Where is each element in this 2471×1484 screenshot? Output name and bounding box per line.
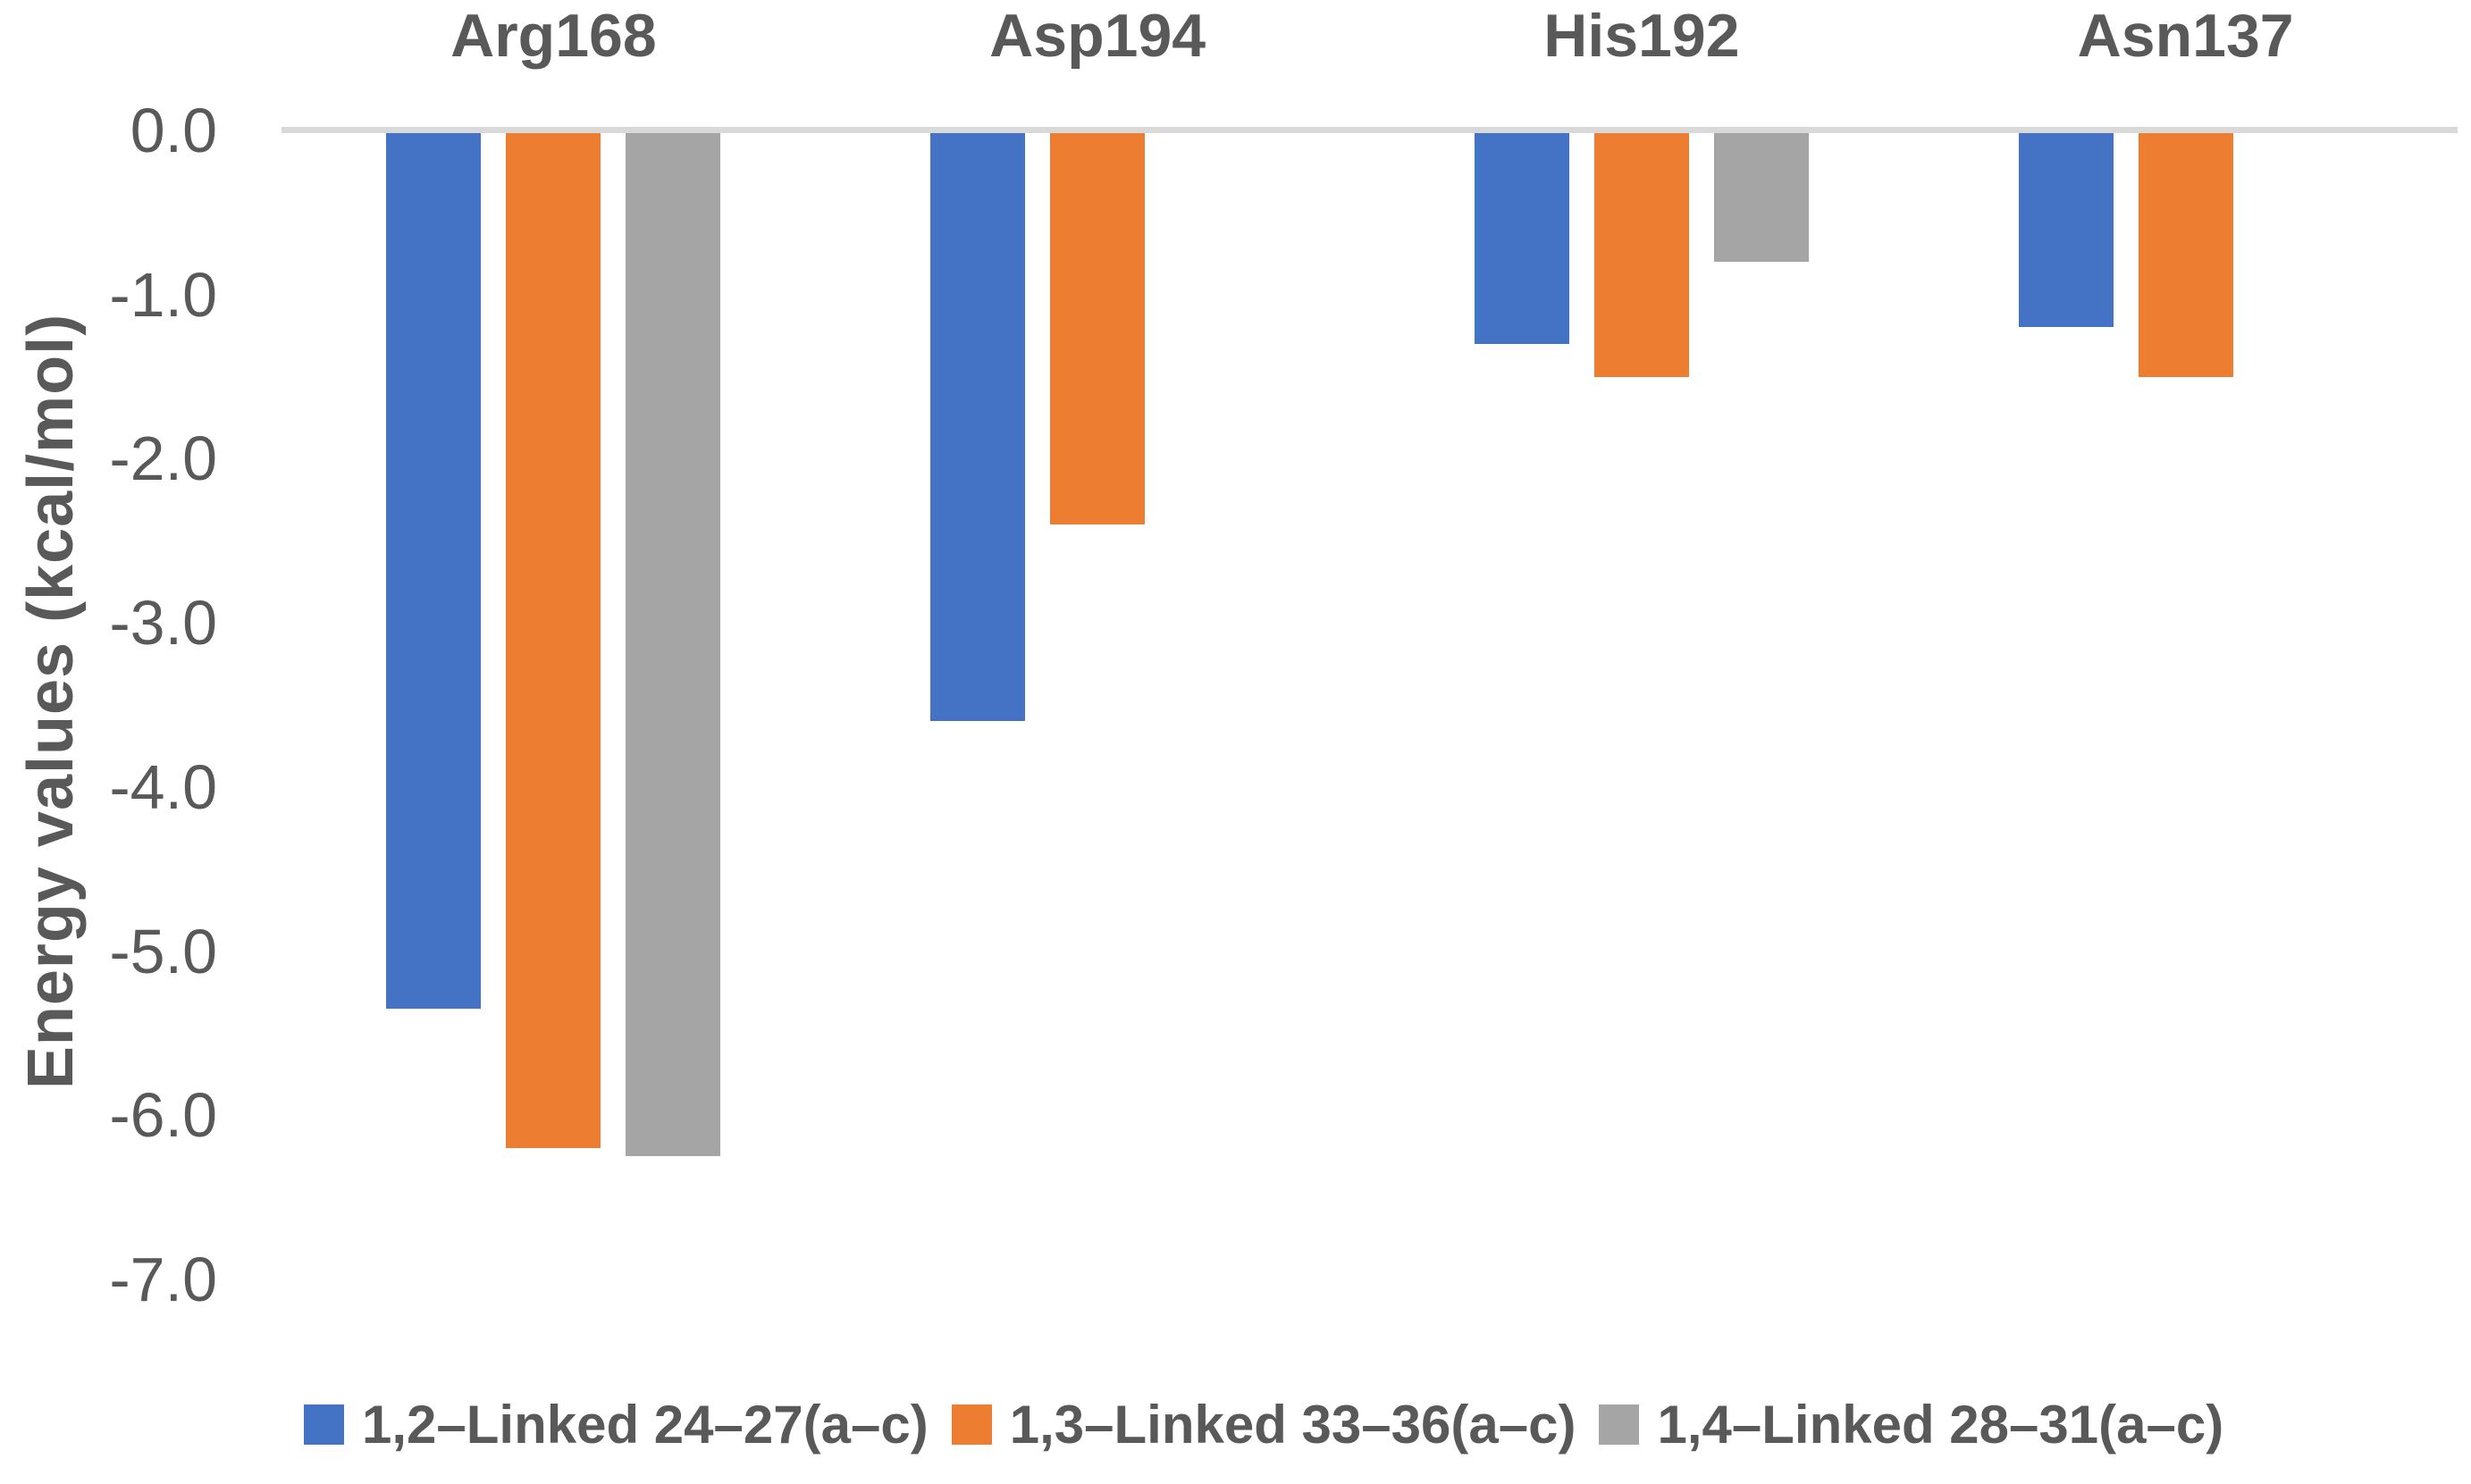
category-label: His192 <box>1543 2 1740 70</box>
y-tick-label: -3.0 <box>109 588 217 658</box>
category-label: Asn137 <box>2077 2 2294 70</box>
y-tick-label: -7.0 <box>109 1244 217 1314</box>
y-tick-label: -4.0 <box>109 751 217 822</box>
bar-Asn137-series1 <box>2018 133 2114 328</box>
bar-Asn137-series2 <box>2138 133 2233 377</box>
bar-His192-series2 <box>1593 133 1689 377</box>
y-tick-label: -6.0 <box>109 1080 217 1151</box>
bar-His192-series1 <box>1474 133 1569 344</box>
bar-Arg168-series2 <box>506 133 601 1148</box>
y-tick-label: -2.0 <box>109 423 217 494</box>
legend-swatch-icon <box>304 1404 344 1445</box>
legend-label: 1,2–Linked 24–27(a–c) <box>362 1394 929 1455</box>
bar-Arg168-series1 <box>386 133 482 1009</box>
zero-baseline <box>282 127 2458 133</box>
bar-Asp194-series2 <box>1050 133 1146 524</box>
y-tick-label: 0.0 <box>130 96 217 165</box>
bar-Arg168-series3 <box>626 133 721 1157</box>
legend-item: 1,4–Linked 28–31(a–c) <box>1599 1394 2223 1455</box>
y-tick-label: -1.0 <box>109 259 217 330</box>
bar-His192-series3 <box>1713 133 1809 262</box>
legend-label: 1,4–Linked 28–31(a–c) <box>1657 1394 2224 1455</box>
category-label: Asp194 <box>989 2 1206 70</box>
legend-item: 1,2–Linked 24–27(a–c) <box>304 1394 929 1455</box>
category-label: Arg168 <box>450 2 657 70</box>
bar-Asp194-series1 <box>930 133 1026 722</box>
legend-item: 1,3–Linked 33–36(a–c) <box>951 1394 1576 1455</box>
legend-swatch-icon <box>951 1404 992 1445</box>
legend-label: 1,3–Linked 33–36(a–c) <box>1009 1394 1576 1455</box>
y-tick-label: -5.0 <box>109 916 217 986</box>
legend-swatch-icon <box>1599 1404 1640 1445</box>
legend: 1,2–Linked 24–27(a–c) 1,3–Linked 33–36(a–… <box>304 1383 2223 1465</box>
